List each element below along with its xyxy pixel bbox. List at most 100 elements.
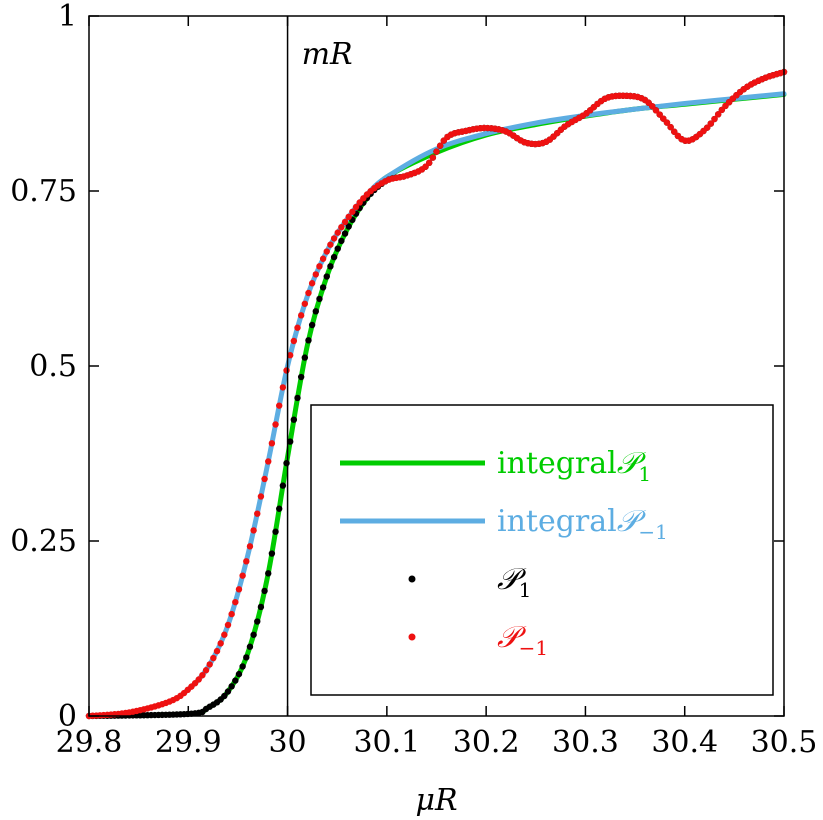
series-point-2 bbox=[305, 337, 312, 344]
x-axis-label: μR bbox=[415, 783, 457, 818]
x-tick-label: 30.5 bbox=[751, 725, 818, 760]
series-point-2 bbox=[250, 631, 257, 638]
series-point-2 bbox=[261, 587, 268, 595]
series-point-3 bbox=[221, 631, 228, 638]
series-point-3 bbox=[356, 199, 363, 206]
series-point-3 bbox=[261, 475, 268, 483]
series-point-3 bbox=[272, 421, 279, 428]
series-point-3 bbox=[246, 543, 254, 550]
series-point-3 bbox=[429, 154, 437, 161]
series-point-2 bbox=[319, 284, 327, 291]
series-point-2 bbox=[246, 643, 254, 650]
series-point-3 bbox=[279, 384, 287, 391]
series-point-3 bbox=[239, 572, 246, 579]
series-point-3 bbox=[323, 248, 330, 255]
series-point-2 bbox=[235, 670, 243, 678]
series-point-2 bbox=[268, 550, 276, 557]
series-point-3 bbox=[199, 672, 206, 679]
series-point-3 bbox=[294, 324, 301, 331]
series-point-3 bbox=[224, 621, 232, 629]
series-point-3 bbox=[254, 510, 261, 517]
y-tick-label: 0 bbox=[58, 699, 77, 734]
series-point-3 bbox=[308, 280, 316, 287]
series-point-3 bbox=[334, 229, 341, 236]
series-point-3 bbox=[235, 586, 243, 593]
series-point-3 bbox=[228, 610, 235, 618]
series-point-3 bbox=[276, 402, 283, 409]
series-point-3 bbox=[338, 223, 345, 231]
x-tick-label: 30.2 bbox=[453, 725, 520, 760]
series-point-2 bbox=[228, 683, 235, 690]
series-point-2 bbox=[301, 354, 309, 361]
series-point-3 bbox=[703, 124, 711, 131]
series-point-3 bbox=[352, 203, 360, 211]
series-point-2 bbox=[341, 230, 349, 237]
series-point-3 bbox=[671, 128, 678, 135]
series-point-3 bbox=[243, 558, 250, 565]
series-point-3 bbox=[652, 107, 660, 114]
series-point-3 bbox=[202, 667, 210, 674]
x-tick-label: 30 bbox=[268, 725, 306, 760]
series-point-2 bbox=[286, 438, 294, 445]
x-tick-label: 30.4 bbox=[651, 725, 718, 760]
legend-swatch-3 bbox=[408, 633, 416, 641]
series-point-2 bbox=[239, 663, 246, 670]
mr-annotation: mR bbox=[302, 37, 353, 72]
series-point-3 bbox=[265, 458, 272, 465]
series-point-3 bbox=[283, 367, 290, 374]
series-point-2 bbox=[290, 416, 298, 423]
x-tick-label: 30.3 bbox=[552, 725, 619, 760]
series-point-2 bbox=[312, 308, 319, 315]
series-point-3 bbox=[316, 263, 323, 270]
legend-label-1: integral𝒫−1 bbox=[497, 504, 668, 544]
series-point-2 bbox=[338, 237, 345, 245]
series-point-3 bbox=[301, 300, 309, 307]
series-point-2 bbox=[327, 263, 334, 270]
series-point-2 bbox=[257, 603, 265, 611]
series-point-3 bbox=[250, 527, 257, 534]
series-point-3 bbox=[667, 123, 674, 131]
y-tick-label: 0.25 bbox=[10, 524, 77, 559]
series-point-3 bbox=[213, 647, 221, 655]
series-point-3 bbox=[707, 120, 715, 127]
series-point-3 bbox=[425, 159, 433, 167]
legend-box bbox=[310, 404, 774, 696]
legend-swatch-2 bbox=[408, 575, 416, 583]
series-point-3 bbox=[711, 115, 718, 123]
series-point-3 bbox=[217, 640, 224, 647]
series-point-2 bbox=[279, 482, 287, 489]
series-point-3 bbox=[345, 213, 352, 220]
series-point-2 bbox=[224, 688, 232, 695]
series-point-3 bbox=[341, 218, 349, 226]
series-point-3 bbox=[319, 255, 327, 262]
series-point-3 bbox=[312, 271, 319, 278]
legend-label-3: 𝒫−1 bbox=[497, 620, 548, 660]
series-point-3 bbox=[305, 289, 312, 297]
series-point-2 bbox=[308, 321, 316, 329]
series-point-3 bbox=[656, 111, 663, 118]
series-point-2 bbox=[272, 528, 279, 535]
tick-labels: 29.8 29.9 30 30.1 30.2 30.3 30.4 30.5 0 0.25 0.5 0.… bbox=[10, 0, 817, 760]
series-point-2 bbox=[283, 459, 290, 467]
y-tick-label: 0.5 bbox=[29, 349, 77, 384]
series-point-3 bbox=[268, 440, 276, 447]
series-point-2 bbox=[323, 273, 330, 280]
series-point-3 bbox=[257, 493, 265, 500]
series-point-2 bbox=[221, 692, 228, 700]
series-point-3 bbox=[297, 312, 305, 319]
y-tick-label: 0.75 bbox=[10, 174, 77, 209]
series-point-3 bbox=[663, 119, 671, 126]
series-point-2 bbox=[243, 654, 250, 661]
y-tick-label: 1 bbox=[58, 0, 77, 34]
series-point-2 bbox=[232, 677, 239, 684]
series-point-3 bbox=[327, 241, 334, 248]
series-point-3 bbox=[195, 676, 202, 683]
series-point-2 bbox=[276, 505, 283, 512]
series-point-2 bbox=[294, 394, 301, 402]
series-point-3 bbox=[232, 598, 239, 606]
series-point-2 bbox=[254, 618, 261, 625]
legend-label-0: integral𝒫1 bbox=[497, 446, 651, 486]
series-point-3 bbox=[433, 148, 440, 155]
